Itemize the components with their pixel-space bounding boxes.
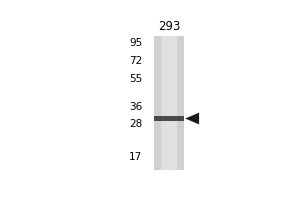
Text: 72: 72 [129,56,142,66]
Bar [160,36,177,170]
Text: 293: 293 [158,20,180,33]
Text: 55: 55 [129,74,142,84]
Text: 36: 36 [129,102,142,112]
Polygon shape [185,113,199,124]
Text: 95: 95 [129,38,142,48]
Text: 28: 28 [129,119,142,129]
Bar [154,36,184,170]
Text: 17: 17 [129,152,142,162]
Bar [154,116,184,121]
